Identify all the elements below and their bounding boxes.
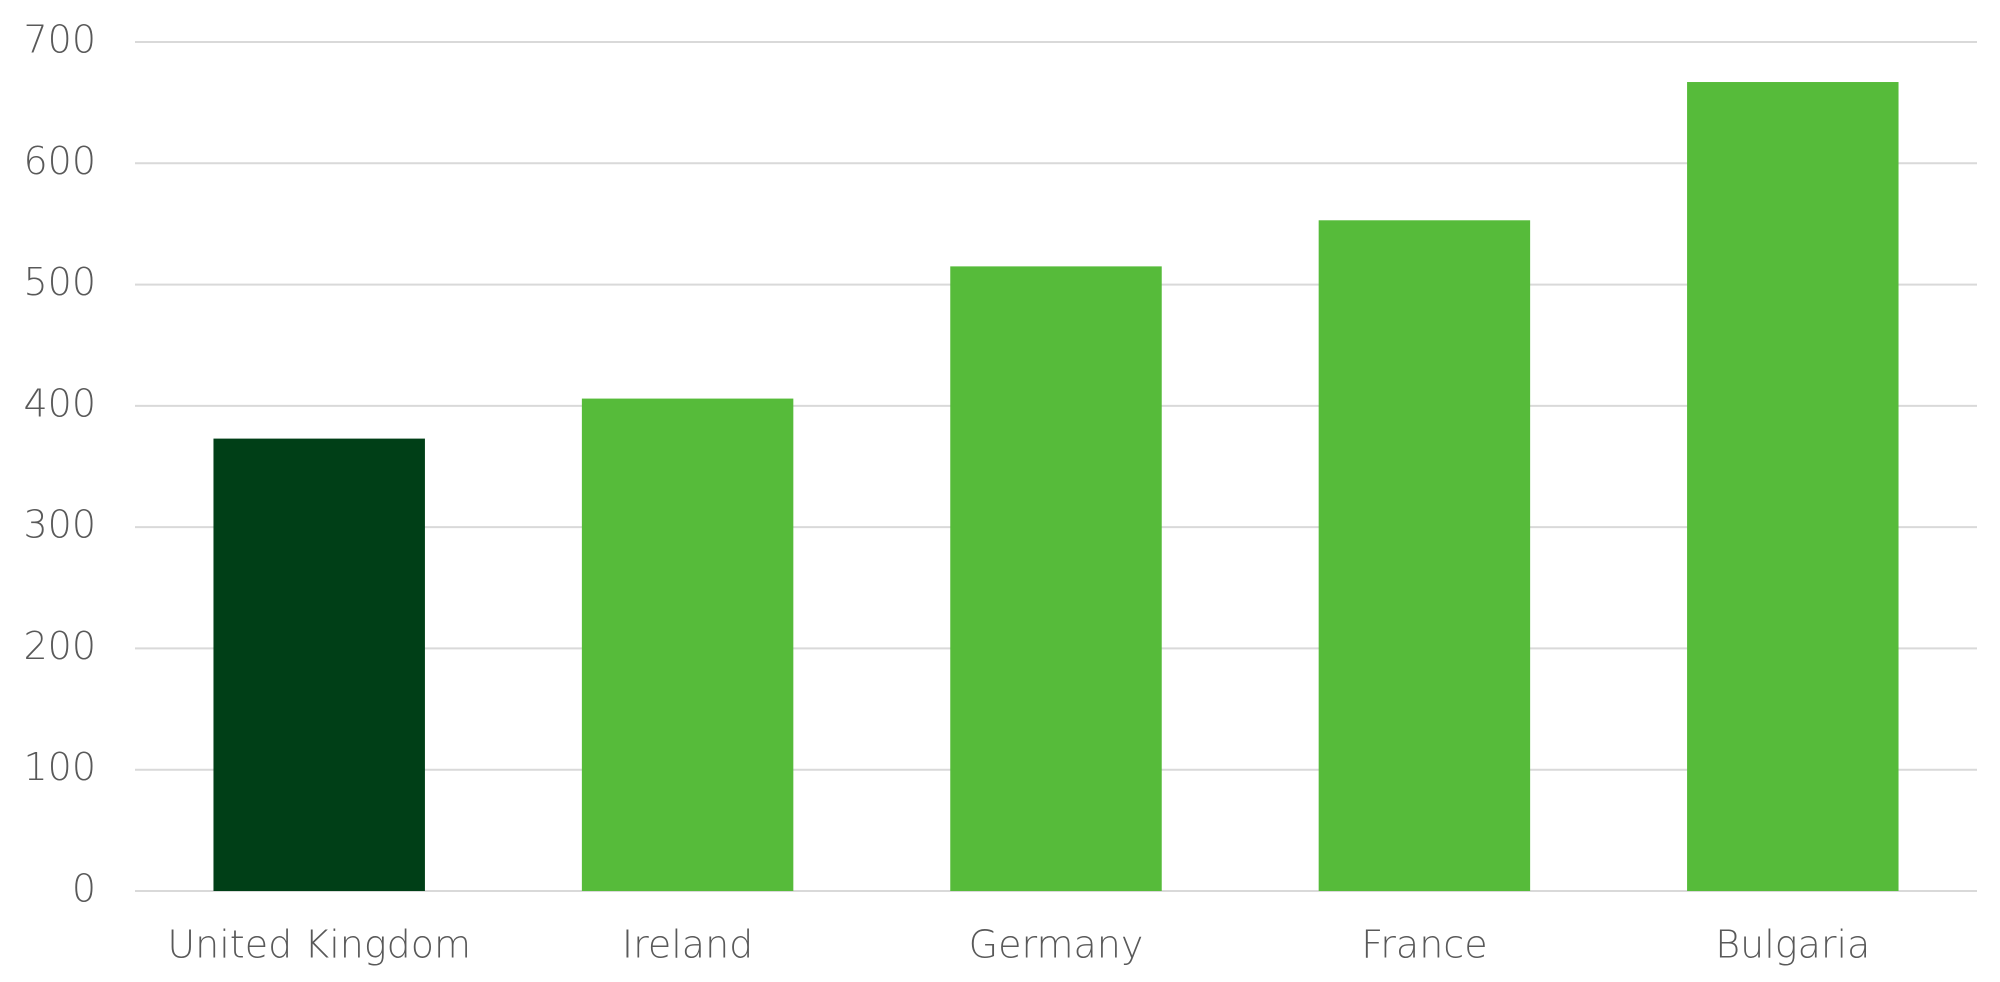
y-tick-label: 400	[23, 381, 96, 425]
y-tick-label: 600	[23, 139, 96, 183]
y-tick-label: 0	[72, 867, 96, 911]
y-tick-label: 200	[23, 624, 96, 668]
y-tick-label: 500	[23, 260, 96, 304]
y-tick-label: 100	[23, 745, 96, 789]
bar	[213, 438, 425, 891]
bar	[1687, 82, 1899, 891]
x-tick-label: Bulgaria	[1715, 923, 1870, 967]
x-tick-label: United Kingdom	[167, 923, 471, 967]
x-tick-label: Ireland	[622, 923, 753, 967]
y-tick-label: 300	[23, 503, 96, 547]
bar	[950, 266, 1162, 892]
x-tick-label: Germany	[969, 923, 1144, 967]
y-tick-label: 700	[23, 18, 96, 62]
bar	[581, 398, 794, 891]
x-tick-label: France	[1361, 923, 1487, 967]
bar	[1318, 220, 1531, 892]
